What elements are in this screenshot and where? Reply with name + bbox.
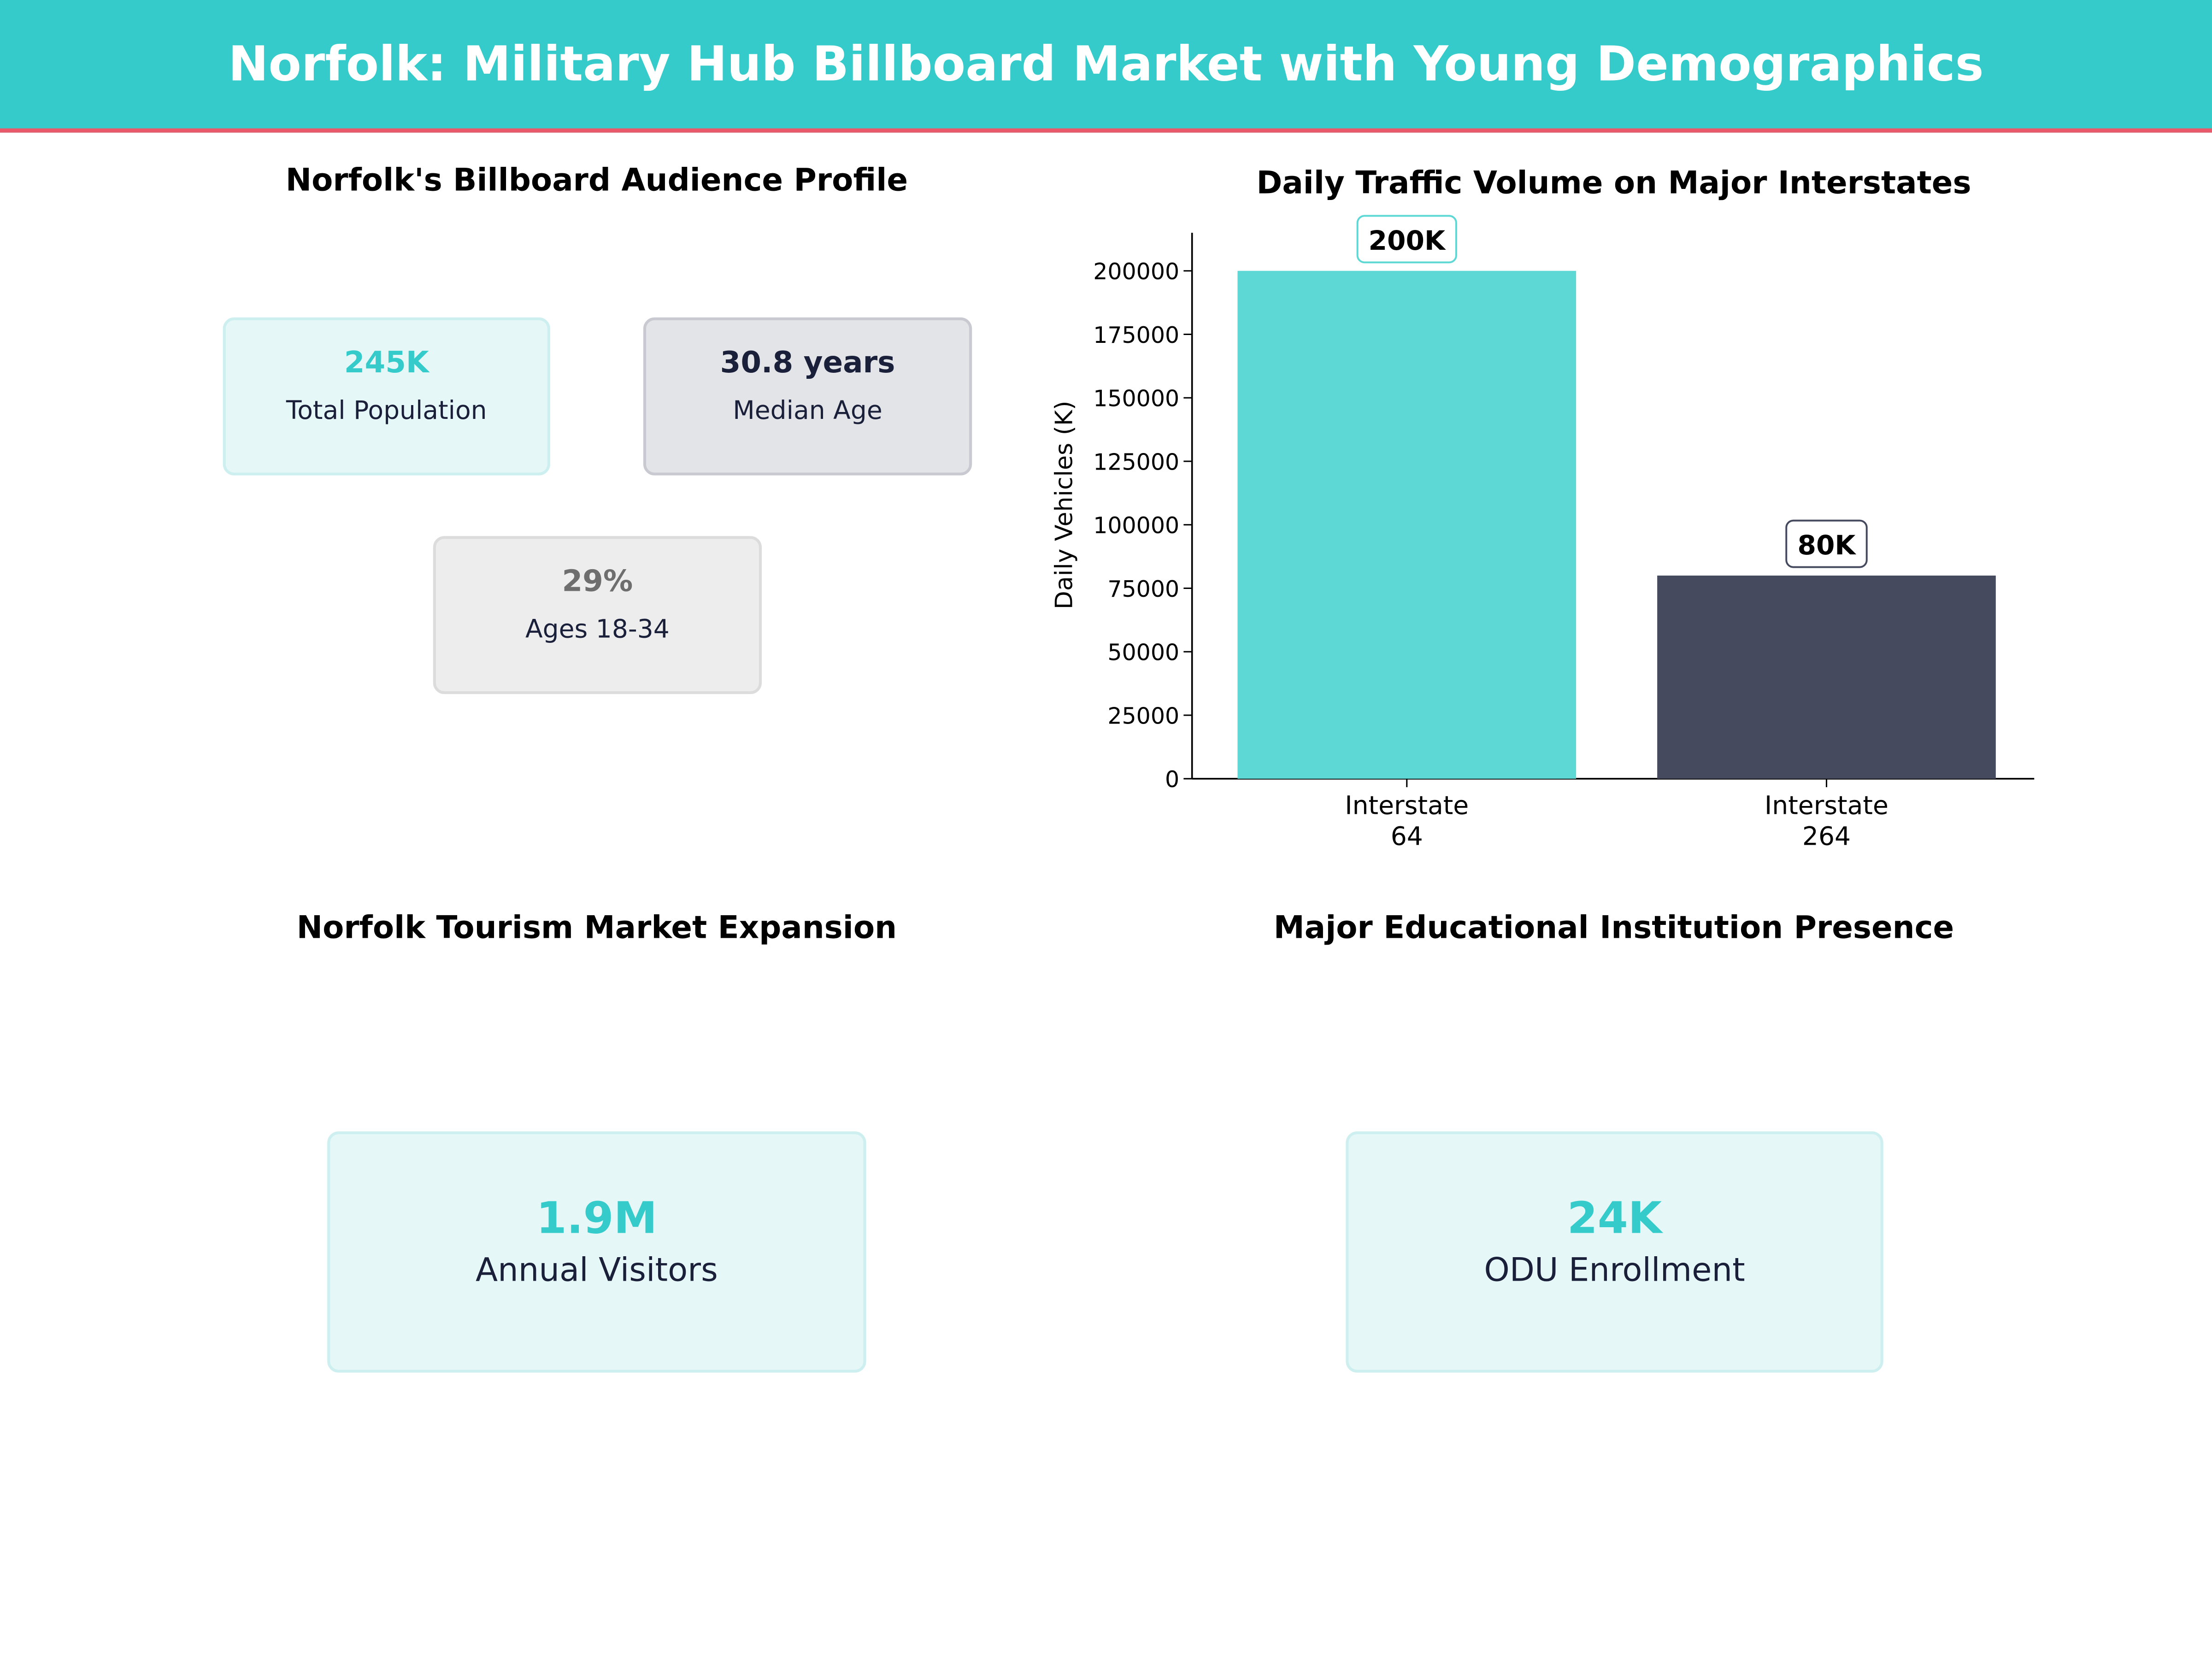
- median-age-label: Median Age: [733, 396, 882, 426]
- y-tick-label: 25000: [1107, 703, 1179, 729]
- header-banner: Norfolk: Military Hub Billboard Market w…: [0, 0, 2212, 133]
- data-label-box: [1356, 215, 1457, 264]
- young-adults-card: 29% Ages 18-34: [433, 536, 762, 694]
- y-tick-label: 0: [1165, 766, 1179, 793]
- education-label: ODU Enrollment: [1484, 1253, 1745, 1289]
- education-panel-title: Major Educational Institution Presence: [1273, 911, 1954, 947]
- tourism-card: 1.9M Annual Visitors: [327, 1131, 866, 1373]
- x-tick-label: Interstate: [1765, 790, 1888, 820]
- population-value: 245K: [344, 345, 429, 380]
- y-tick-label: 125000: [1093, 449, 1179, 475]
- x-tick-label: 264: [1802, 822, 1851, 851]
- data-label-box: [1785, 519, 1868, 568]
- tourism-value: 1.9M: [536, 1193, 658, 1244]
- population-card: 245K Total Population: [223, 317, 550, 476]
- tourism-panel-title: Norfolk Tourism Market Expansion: [296, 911, 897, 947]
- bar-1: [1657, 575, 1996, 779]
- y-tick-label: 200000: [1093, 259, 1179, 285]
- population-label: Total Population: [286, 396, 487, 426]
- y-tick-label: 175000: [1093, 322, 1179, 348]
- young-adults-value: 29%: [562, 564, 633, 598]
- data-label: 80K: [1797, 529, 1856, 561]
- young-adults-label: Ages 18-34: [525, 615, 670, 645]
- y-tick-label: 75000: [1107, 576, 1179, 602]
- y-tick-label: 150000: [1093, 386, 1179, 412]
- y-tick-label: 50000: [1107, 640, 1179, 666]
- median-age-card: 30.8 years Median Age: [643, 317, 972, 476]
- y-tick-label: 100000: [1093, 512, 1179, 539]
- education-value: 24K: [1567, 1193, 1662, 1244]
- tourism-label: Annual Visitors: [475, 1253, 718, 1289]
- traffic-bar-chart: Daily Traffic Volume on Major Interstate…: [1051, 164, 2035, 851]
- page-title: Norfolk: Military Hub Billboard Market w…: [228, 36, 1984, 93]
- x-tick-label: Interstate: [1345, 790, 1469, 820]
- y-axis-label: Daily Vehicles (K): [1051, 401, 1078, 610]
- bar-0: [1237, 271, 1577, 779]
- education-card: 24K ODU Enrollment: [1346, 1131, 1883, 1373]
- median-age-value: 30.8 years: [720, 345, 895, 380]
- chart-title: Daily Traffic Volume on Major Interstate…: [1256, 164, 1971, 200]
- data-label: 200K: [1369, 225, 1446, 256]
- x-tick-label: 64: [1391, 822, 1423, 851]
- audience-panel-title: Norfolk's Billboard Audience Profile: [285, 164, 908, 199]
